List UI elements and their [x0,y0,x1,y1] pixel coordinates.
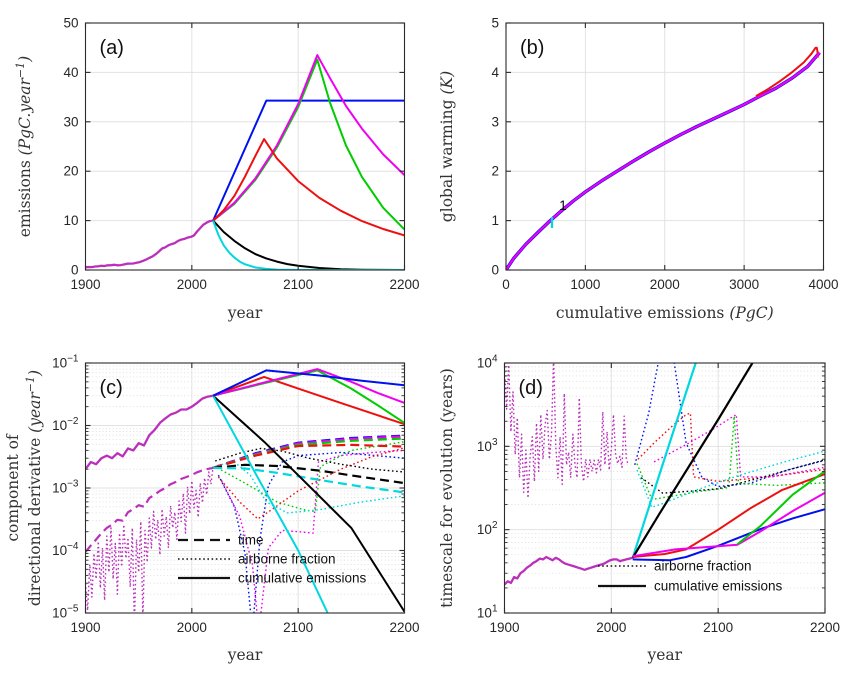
panel-letter: (d) [519,377,543,399]
axes-box [503,362,826,614]
x-tick-label: 2200 [810,620,840,635]
series-cumul-historical [85,394,214,470]
panel-letter: (a) [100,37,124,59]
y-tick-label: 1 [491,213,499,228]
series-warming-curve-magenta-top [506,51,821,270]
series-timescale-black [631,363,754,559]
series-timescale-green [736,470,825,545]
series-cumul-magenta [212,368,405,404]
series-af-cyan [217,461,405,514]
x-tick-label: 2100 [283,620,313,635]
y-tick-label: 10−3 [52,479,79,496]
series-historical-emissions [85,219,214,269]
series-af-timescale-magenta [653,413,825,478]
series-timescale-magenta [632,491,825,558]
x-tick-label: 4000 [808,277,838,292]
series-af-timescale-black [640,459,825,494]
y-tick-label: 10−2 [52,416,79,433]
x-tick-label: 2100 [283,277,313,292]
series-timescale-historical [504,555,633,586]
series-time-red [212,443,405,469]
series-scenario-blue-constant [212,99,405,222]
panel-b-warming-chart: 0 1000 2000 3000 4000 0 1 2 3 4 5 cumulative emissi… [438,16,839,323]
y-tick-label: 0 [71,263,79,278]
legend-label: time [238,533,264,548]
x-axis-label: year [646,646,682,664]
series-cumul-black [212,394,405,613]
y-axis-label: global warming (K) [438,71,456,222]
y-tick-label: 102 [477,520,498,537]
series-timescale-cyan [631,363,697,559]
y-tick-label: 103 [477,437,498,454]
panel-a-emissions-chart: 1900 2000 2100 2200 0 10 20 30 40 50 year emissions… [14,16,420,323]
y-tick-label: 101 [477,604,498,621]
legend-label: cumulative emissions [654,579,783,594]
x-tick-label: 2000 [650,277,680,292]
y-tick-label: 30 [63,114,78,129]
series-af-timescale-red [637,412,825,483]
x-tick-label: 2000 [177,277,207,292]
y-axis-label: emissions (PgC.year−1) [14,56,34,237]
y-tick-label: 20 [63,164,78,179]
legend-label: airborne fraction [238,552,336,567]
series-scenario-red [212,138,405,237]
panel-letter: (c) [100,377,123,399]
annotation: 1 [559,198,567,213]
series-time-historical [85,466,214,553]
x-tick-label: 1900 [489,620,519,635]
x-tick-label: 1000 [570,277,600,292]
series-af-magenta [220,449,405,613]
panel-d-timescale-chart: 1900 2000 2100 2200 101 102 103 104 year timescal… [438,354,840,665]
series-af-blue [217,451,405,613]
y-tick-label: 10 [63,213,78,228]
y-tick-label: 10−1 [52,354,79,371]
x-tick-label: 1900 [70,620,100,635]
axes-box [84,22,406,271]
x-axis-label: year [227,646,263,664]
series-af-black [214,447,405,473]
x-tick-label: 2000 [596,620,626,635]
legend-label: airborne fraction [654,559,752,574]
y-tick-label: 40 [63,65,78,80]
y-axis-label: component of [4,433,22,542]
x-tick-label: 2200 [389,620,419,635]
plot-background [504,363,825,613]
panel-letter: (b) [520,37,544,59]
series-cumul-red [212,375,405,426]
series-af-historical [85,466,214,613]
legend-label: cumulative emissions [238,571,367,586]
x-tick-label: 2000 [177,620,207,635]
x-tick-label: 2100 [703,620,733,635]
series-cumul-cyan [212,395,329,613]
x-axis-label: year [227,304,263,322]
y-tick-label: 4 [491,65,499,80]
series-af-timescale-cyan [636,450,825,509]
x-tick-label: 2200 [389,277,419,292]
y-axis-label: timescale for evolution (years) [438,368,456,608]
y-axis-label: directional derivative (year−1) [24,370,44,606]
series-time-black [212,463,405,485]
x-tick-label: 0 [502,277,510,292]
x-tick-label: 3000 [729,277,759,292]
panel-c-directional-derivative-chart: 1900 2000 2100 2200 10−1 10−2 10−3 10−4 10−5 year… [4,354,420,665]
series-cumul-blue [212,369,405,397]
y-tick-label: 10−5 [52,604,79,621]
y-tick-label: 3 [491,114,499,129]
y-tick-label: 0 [491,263,499,278]
series-timescale-red [632,473,825,558]
y-tick-label: 10−4 [52,541,79,558]
y-tick-label: 104 [477,354,498,371]
y-tick-label: 2 [491,164,499,179]
y-tick-label: 50 [63,16,78,31]
series-scenario-magenta [212,54,405,222]
y-tick-label: 5 [491,16,499,31]
x-axis-label: cumulative emissions (PgC) [556,304,774,322]
x-tick-label: 1900 [70,277,100,292]
series-warming-curve-red-branch [755,46,819,97]
